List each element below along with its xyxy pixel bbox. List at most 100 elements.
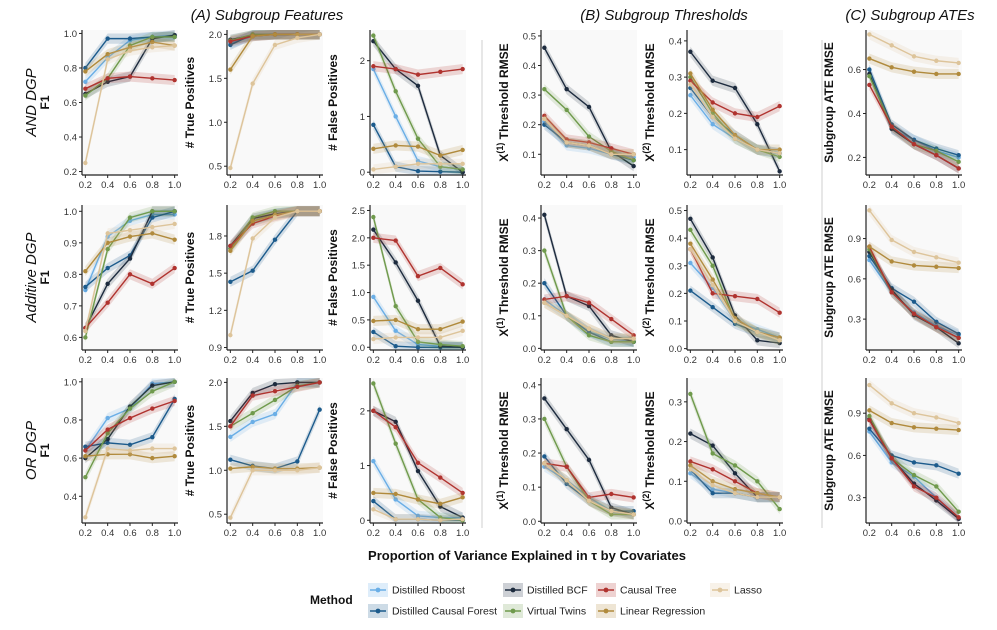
data-point — [105, 415, 110, 421]
data-point — [542, 86, 547, 92]
y-axis-label: F1 — [38, 270, 52, 284]
y-tick-label: 0.0 — [669, 517, 682, 528]
data-point — [710, 291, 715, 296]
x-tick-label: 0.6 — [411, 355, 424, 366]
data-point — [438, 265, 443, 271]
data-point — [934, 415, 939, 420]
data-point — [934, 71, 939, 77]
data-point — [438, 169, 443, 174]
x-tick-label: 1.0 — [773, 180, 786, 191]
data-point — [371, 235, 376, 241]
data-point — [295, 468, 300, 473]
series-band-1 — [373, 119, 463, 175]
data-point — [460, 167, 465, 172]
series-band-3 — [544, 245, 634, 347]
legend-swatch-point — [603, 608, 609, 614]
series-band-2 — [230, 378, 320, 427]
data-point — [393, 328, 398, 334]
panel-r1-c5: 0.3 0.6 0.9 0.2 0.4 0.6 0.8 1.0 Subgroup ATE RMS… — [822, 205, 965, 366]
y-tick-label: 0.2 — [64, 167, 77, 178]
data-point — [460, 495, 465, 500]
series-band-6 — [690, 464, 780, 503]
y-tick-label: 0.6 — [848, 274, 861, 285]
data-point — [172, 221, 177, 227]
data-point — [710, 479, 715, 484]
data-point — [317, 407, 322, 412]
data-point — [911, 142, 917, 147]
data-point — [250, 419, 255, 425]
data-point — [710, 451, 715, 456]
x-tick-label: 1.0 — [168, 528, 181, 539]
data-point — [415, 298, 421, 303]
x-tick-label: 1.0 — [773, 528, 786, 539]
y-tick-label: 1.5 — [209, 422, 222, 433]
data-point — [83, 475, 88, 480]
data-point — [83, 444, 88, 449]
data-point — [295, 35, 300, 41]
data-point — [710, 100, 715, 105]
data-point — [934, 153, 939, 158]
y-tick-label: 0.4 — [848, 109, 861, 120]
data-point — [564, 464, 569, 469]
legend-item-2: Distilled BCF — [503, 583, 588, 597]
y-tick-label: 0.9 — [848, 234, 861, 245]
data-point — [228, 332, 233, 338]
data-point — [609, 146, 614, 151]
series-band-6 — [690, 244, 780, 346]
x-tick-label: 0.4 — [246, 355, 259, 366]
x-tick-label: 0.2 — [538, 180, 551, 191]
data-point — [415, 161, 421, 167]
data-point — [631, 152, 636, 157]
data-point — [586, 300, 592, 305]
data-point — [460, 282, 465, 287]
data-point — [295, 384, 300, 389]
y-tick-label: 1.5 — [209, 74, 222, 85]
x-tick-label: 0.8 — [930, 355, 943, 366]
data-point — [228, 279, 233, 285]
legend-label: Distilled BCF — [527, 585, 588, 597]
panel-grid: AND DGP Additive DGP OR DGP 0.2 0.4 0.6 0.8 1.0… — [23, 29, 965, 539]
data-point — [393, 491, 398, 497]
data-point — [688, 241, 693, 246]
y-tick-label: 0.0 — [523, 517, 536, 528]
data-point — [956, 420, 961, 426]
data-point — [710, 443, 715, 448]
data-point — [956, 509, 961, 514]
x-tick-label: 0.6 — [728, 355, 741, 366]
data-point — [542, 122, 547, 127]
y-axis-label: Subgroup ATE RMSE — [822, 390, 836, 511]
data-point — [105, 431, 110, 436]
series-band-1 — [544, 451, 634, 517]
x-tick-label: 0.4 — [560, 180, 573, 191]
legend-item-4: Causal Tree — [596, 583, 677, 597]
data-point — [586, 326, 592, 332]
x-tick-label: 0.2 — [863, 180, 876, 191]
data-point — [317, 465, 322, 470]
series-band-1 — [85, 206, 175, 293]
data-point — [609, 505, 614, 510]
y-axis-label: # True Positives — [183, 56, 197, 148]
data-point — [415, 468, 421, 474]
data-point — [105, 51, 110, 57]
data-point — [371, 490, 376, 496]
data-point — [415, 335, 421, 340]
y-tick-label: 0.3 — [523, 246, 536, 257]
data-point — [911, 425, 917, 430]
x-tick-label: 0.8 — [930, 528, 943, 539]
data-point — [371, 167, 376, 172]
data-point — [172, 77, 177, 83]
x-tick-label: 0.8 — [605, 355, 618, 366]
data-point — [867, 382, 872, 388]
data-point — [393, 335, 398, 340]
y-axis-label-superscript: (1) — [495, 318, 505, 329]
data-point — [889, 124, 894, 129]
data-point — [415, 339, 421, 344]
data-point — [83, 515, 88, 520]
data-point — [911, 484, 917, 489]
data-point — [371, 227, 376, 232]
y-axis-label-text: Threshold RMSE — [497, 218, 511, 317]
data-point — [867, 56, 872, 61]
y-tick-label: 0.0 — [669, 344, 682, 355]
data-point — [415, 497, 421, 502]
data-point — [172, 265, 177, 271]
